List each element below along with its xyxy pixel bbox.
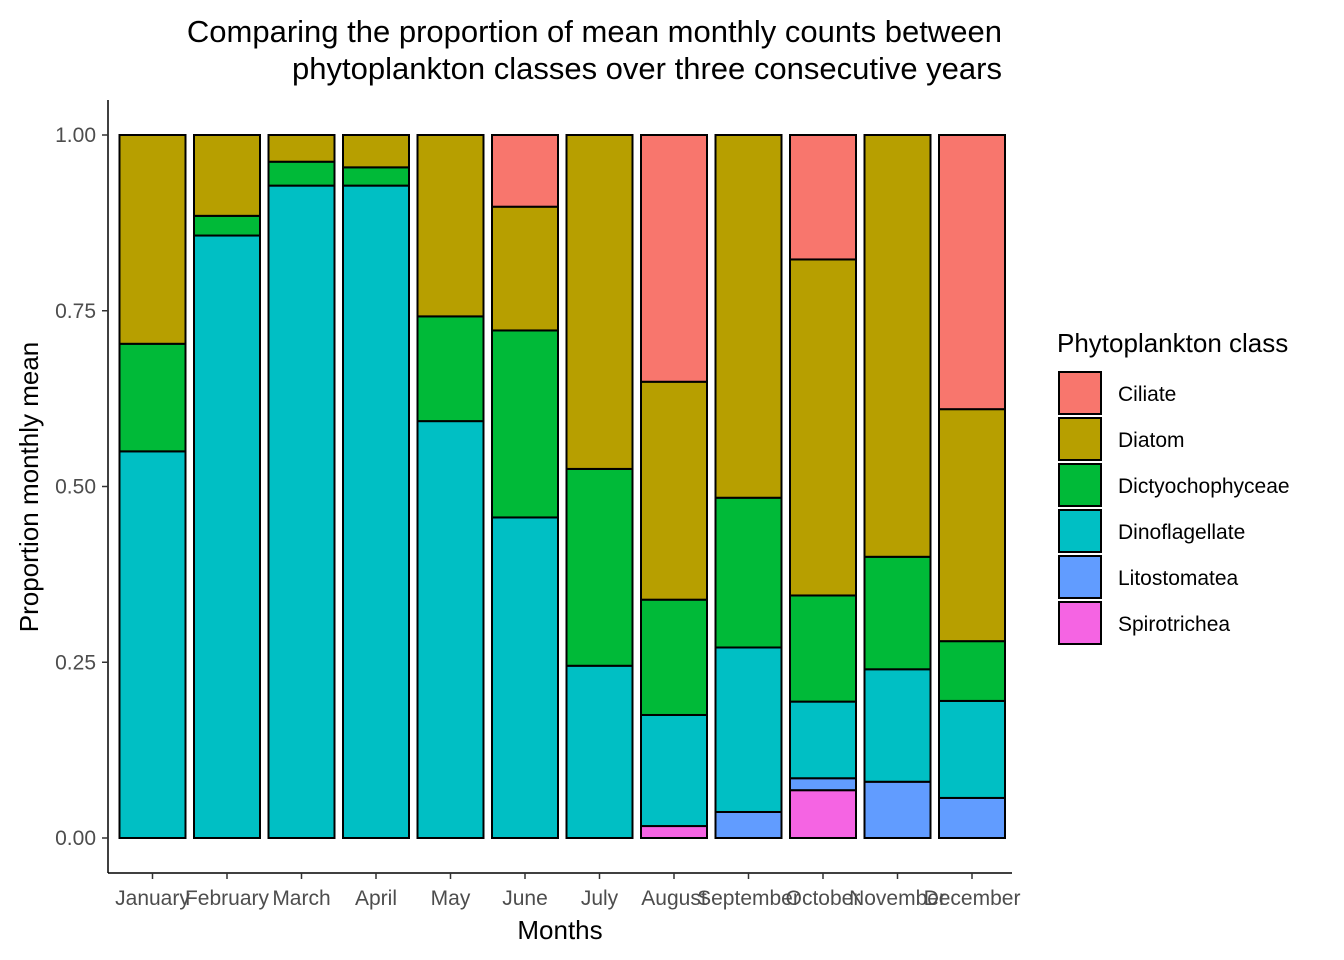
bar-segment-diatom-april	[342, 134, 410, 169]
legend-label: Litostomatea	[1118, 567, 1239, 590]
bar-segment-diatom-july	[565, 134, 634, 470]
x-tick-label: June	[502, 887, 548, 910]
bar-segment-dinoflagellate-august	[640, 713, 708, 828]
bar-segment-diatom-october	[789, 258, 857, 597]
bar-segment-dictyochophyceae-september	[714, 496, 783, 649]
y-tick-label: 0.00	[55, 827, 96, 850]
bar-segment-diatom-november	[863, 134, 932, 558]
x-tick-label: March	[272, 887, 330, 910]
x-tick-label: January	[115, 887, 190, 910]
bar-segment-dictyochophyceae-october	[789, 594, 857, 703]
legend-label: Ciliate	[1118, 383, 1176, 406]
legend-label: Dictyochophyceae	[1118, 475, 1290, 498]
y-tick-label: 0.25	[55, 651, 96, 674]
bar-segment-spirotrichea-october	[789, 789, 857, 839]
legend: Phytoplankton class Ciliate Diatom Dictyoc…	[1057, 328, 1290, 645]
x-tick-label: February	[185, 887, 270, 910]
bar-segment-dictyochophyceae-march	[267, 160, 336, 187]
legend-label: Diatom	[1118, 429, 1185, 452]
bar-segment-ciliate-june	[491, 134, 559, 208]
bar-segment-dinoflagellate-july	[565, 664, 634, 840]
bar-segment-diatom-may	[416, 134, 485, 318]
chart-title-line-2: phytoplankton classes over three consecu…	[292, 51, 1002, 86]
bar-segment-dictyochophyceae-january	[118, 342, 187, 453]
bar-segment-diatom-january	[118, 134, 187, 345]
y-axis-title: Proportion monthly mean	[14, 342, 44, 632]
legend-swatch	[1058, 601, 1102, 645]
y-tick-label: 0.75	[55, 300, 96, 323]
legend-swatch	[1058, 509, 1102, 553]
bar-segment-diatom-august	[640, 380, 708, 601]
legend-swatch	[1058, 463, 1102, 507]
legend-item-dictyochophyceae: Dictyochophyceae	[1058, 463, 1290, 507]
bar-segment-dinoflagellate-march	[267, 184, 336, 839]
legend-swatch	[1058, 555, 1102, 599]
x-axis-title: Months	[517, 915, 602, 945]
bar-segment-diatom-march	[267, 134, 336, 163]
bar-segment-diatom-june	[491, 205, 559, 332]
y-tick-label: 0.50	[55, 476, 96, 499]
bar-segment-dinoflagellate-january	[118, 450, 187, 839]
x-tick-label: August	[641, 887, 707, 910]
bar-segment-diatom-february	[193, 134, 261, 217]
bar-segment-dinoflagellate-february	[193, 234, 261, 840]
x-tick-label: November	[849, 887, 946, 910]
legend-item-dinoflagellate: Dinoflagellate	[1058, 509, 1245, 553]
bar-segment-dictyochophyceae-february	[193, 214, 261, 237]
legend-items: Ciliate Diatom Dictyochophyceae Dinoflagell…	[1058, 371, 1290, 645]
bar-segment-dinoflagellate-april	[342, 184, 410, 839]
bar-segment-dinoflagellate-december	[938, 699, 1006, 799]
bar-segment-dictyochophyceae-november	[863, 555, 932, 671]
bar-segment-dictyochophyceae-december	[938, 640, 1006, 702]
bar-segment-dinoflagellate-november	[863, 668, 932, 783]
bar-segment-spirotrichea-august	[640, 825, 708, 840]
bar-segment-litostomatea-october	[789, 777, 857, 792]
legend-item-spirotrichea: Spirotrichea	[1058, 601, 1230, 645]
bar-segment-dinoflagellate-may	[416, 420, 485, 839]
legend-swatch	[1058, 371, 1102, 415]
bar-segment-litostomatea-november	[863, 780, 932, 840]
legend-item-litostomatea: Litostomatea	[1058, 555, 1239, 599]
bar-segment-dictyochophyceae-july	[565, 467, 634, 667]
legend-swatch	[1058, 417, 1102, 461]
bars-layer	[118, 134, 1006, 840]
x-tick-label: December	[924, 887, 1021, 910]
bar-segment-dictyochophyceae-may	[416, 315, 485, 423]
bar-segment-ciliate-october	[789, 134, 857, 261]
x-tick-label: October	[786, 887, 861, 910]
x-tick-label: July	[581, 887, 619, 910]
bar-segment-ciliate-december	[938, 134, 1006, 411]
legend-label: Dinoflagellate	[1118, 521, 1245, 544]
bar-segment-litostomatea-december	[938, 796, 1006, 840]
bar-segment-diatom-september	[714, 134, 783, 499]
chart-title-line-1: Comparing the proportion of mean monthly…	[187, 14, 1002, 49]
bar-segment-dictyochophyceae-june	[491, 329, 559, 519]
bar-segment-dictyochophyceae-august	[640, 598, 708, 716]
x-tick-label: September	[697, 887, 800, 910]
legend-item-diatom: Diatom	[1058, 417, 1185, 461]
bar-segment-diatom-december	[938, 408, 1006, 643]
bar-segment-litostomatea-september	[714, 810, 783, 840]
bar-segment-ciliate-august	[640, 134, 708, 383]
x-tick-label: April	[355, 887, 397, 910]
legend-label: Spirotrichea	[1118, 613, 1230, 636]
legend-title: Phytoplankton class	[1057, 328, 1288, 358]
x-tick-label: May	[431, 887, 471, 910]
bar-segment-dictyochophyceae-april	[342, 166, 410, 187]
bar-segment-dinoflagellate-october	[789, 700, 857, 780]
bar-segment-dinoflagellate-september	[714, 646, 783, 813]
bar-segment-dinoflagellate-june	[491, 516, 559, 839]
axes-layer	[102, 100, 1012, 879]
legend-item-ciliate: Ciliate	[1058, 371, 1176, 415]
y-tick-label: 1.00	[55, 124, 96, 147]
y-tick-labels: 0.00 0.25 0.50 0.75 1.00	[55, 124, 96, 850]
